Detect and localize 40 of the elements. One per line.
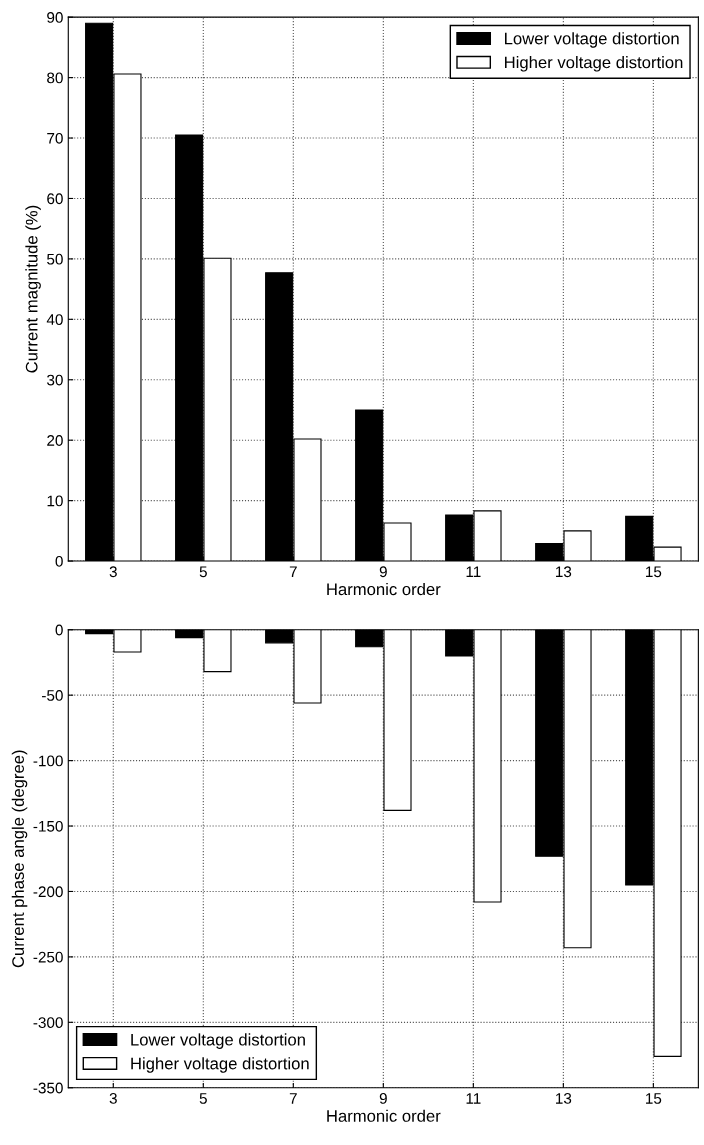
y-tick-label: -250 [33, 951, 63, 963]
y-tick-label: 0 [55, 624, 63, 636]
y-tick-label: 70 [47, 132, 63, 144]
x-tick-label: 7 [289, 1093, 297, 1104]
y-tick-label: 0 [55, 555, 63, 567]
legend-label: Higher voltage distortion [505, 56, 683, 72]
y-tick-label: 80 [47, 72, 63, 84]
y-tick-label: -100 [33, 755, 63, 767]
x-tick-label: 13 [556, 1093, 572, 1104]
y-tick-label: 20 [47, 435, 63, 446]
x-tick-label: 11 [466, 1093, 481, 1104]
y-tick-label: 40 [46, 314, 63, 326]
x-axis-title: Harmonic order [327, 582, 441, 596]
x-tick-label: 3 [109, 566, 117, 578]
legend-label: Lower voltage distortion [505, 32, 679, 48]
x-tick-label: 7 [289, 566, 297, 577]
legend-label: Higher voltage distortion [131, 1057, 309, 1073]
x-tick-label: 15 [646, 1093, 662, 1104]
y-axis-title: Current phase angle (degree) [11, 750, 28, 968]
y-tick-label: 30 [47, 374, 63, 386]
y-tick-label: -300 [33, 1017, 63, 1029]
y-tick-label: -350 [33, 1082, 63, 1094]
x-tick-label: 11 [466, 566, 481, 577]
y-tick-label: -50 [42, 690, 63, 701]
x-tick-label: 13 [556, 566, 572, 578]
y-axis-title: Current magnitude (%) [25, 205, 41, 373]
x-axis-title: Harmonic order [327, 1109, 441, 1122]
y-tick-label: -200 [33, 886, 63, 898]
legend-label: Lower voltage distortion [131, 1033, 305, 1049]
x-tick-label: 9 [379, 1093, 387, 1104]
y-tick-label: -150 [33, 820, 63, 832]
x-tick-label: 15 [646, 566, 662, 578]
y-tick-label: 90 [47, 12, 63, 23]
x-tick-label: 3 [109, 1093, 117, 1104]
x-tick-label: 5 [199, 566, 207, 578]
x-tick-label: 5 [199, 1093, 207, 1104]
x-tick-label: 9 [379, 566, 387, 578]
y-tick-label: 50 [47, 253, 63, 265]
y-tick-label: 10 [47, 495, 63, 507]
y-tick-label: 60 [47, 193, 63, 205]
